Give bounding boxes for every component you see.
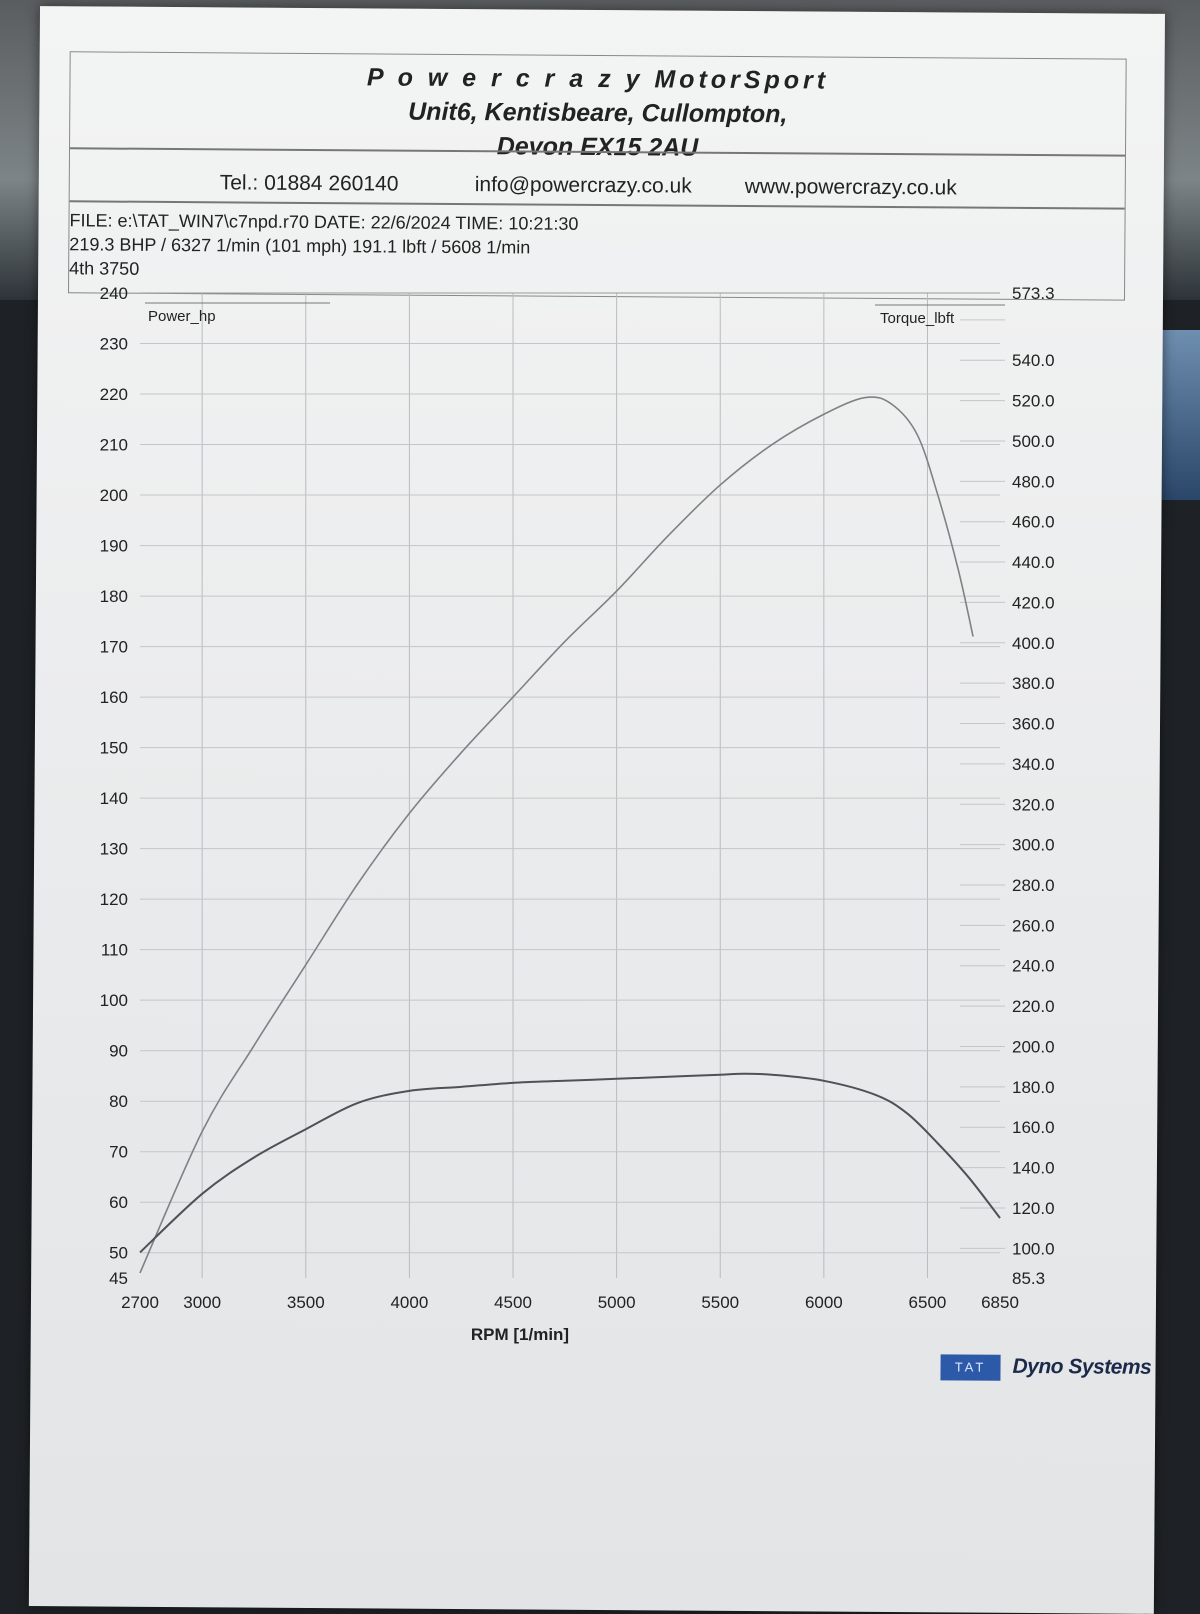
x-axis-label: RPM [1/min] — [471, 1325, 569, 1344]
y-left-tick-label: 90 — [109, 1042, 128, 1061]
y-right-tick-label: 220.0 — [1012, 997, 1055, 1016]
x-tick-label: 6000 — [805, 1293, 843, 1312]
y-left-tick-label: 240 — [100, 284, 128, 303]
y-left-tick-label: 230 — [100, 335, 128, 354]
y-left-tick-label: 80 — [109, 1092, 128, 1111]
y-right-tick-label: 340.0 — [1012, 755, 1055, 774]
legend-power: Power_hp — [148, 308, 216, 325]
x-tick-label: 3000 — [183, 1293, 221, 1312]
y-right-tick-label: 160.0 — [1012, 1118, 1055, 1137]
y-left-tick-label: 210 — [100, 436, 128, 455]
y-right-tick-label: 400.0 — [1012, 634, 1055, 653]
y-right-tick-label: 260.0 — [1012, 916, 1055, 935]
y-right-tick-label: 480.0 — [1012, 472, 1055, 491]
y-left-tick-label: 70 — [109, 1143, 128, 1162]
y-left-tick-label: 100 — [100, 991, 128, 1010]
x-tick-label: 4500 — [494, 1293, 532, 1312]
y-left-tick-label: 150 — [100, 739, 128, 758]
y-right-tick-label: 300.0 — [1012, 836, 1055, 855]
y-left-tick-label: 60 — [109, 1193, 128, 1212]
y-left-tick-label: 200 — [100, 486, 128, 505]
y-right-tick-label: 100.0 — [1012, 1239, 1055, 1258]
y-left-tick-label: 45 — [109, 1269, 128, 1288]
y-right-tick-label: 540.0 — [1012, 351, 1055, 370]
y-right-tick-label: 500.0 — [1012, 432, 1055, 451]
y-left-tick-label: 190 — [100, 537, 128, 556]
y-left-tick-label: 180 — [100, 587, 128, 606]
y-left-tick-label: 140 — [100, 789, 128, 808]
power-curve — [139, 396, 974, 1274]
x-tick-label: 6500 — [909, 1293, 947, 1312]
x-tick-label: 3500 — [287, 1293, 325, 1312]
y-left-tick-label: 50 — [109, 1244, 128, 1263]
y-right-tick-label: 360.0 — [1012, 715, 1055, 734]
dyno-chart: 2700 3000 3500 4000 4500 5000 5500 6000 6500 6850… — [100, 284, 1055, 1344]
x-tick-label: 4000 — [390, 1293, 428, 1312]
y-right-tick-label: 380.0 — [1012, 674, 1055, 693]
x-tick-label: 5500 — [701, 1293, 739, 1312]
y-right-tick-label: 85.3 — [1012, 1269, 1045, 1288]
y-right-tick-label: 520.0 — [1012, 392, 1055, 411]
y-right-tick-label: 280.0 — [1012, 876, 1055, 895]
y-right-tick-label: 180.0 — [1012, 1078, 1055, 1097]
y-right-tick-label: 573.3 — [1012, 284, 1055, 303]
y-left-tick-label: 120 — [100, 890, 128, 909]
y-right-tick-label: 440.0 — [1012, 553, 1055, 572]
y-left-tick-label: 170 — [100, 638, 128, 657]
y-left-tick-label: 130 — [100, 840, 128, 859]
y-right-tick-label: 200.0 — [1012, 1037, 1055, 1056]
y-right-tick-label: 420.0 — [1012, 593, 1055, 612]
y-right-tick-label: 120.0 — [1012, 1199, 1055, 1218]
y-left-tick-label: 110 — [101, 941, 128, 960]
y-right-tick-label: 320.0 — [1012, 795, 1055, 814]
x-tick-label: 2700 — [121, 1293, 159, 1312]
legend-torque: Torque_lbft — [880, 310, 955, 327]
torque-curve — [139, 1072, 1001, 1254]
y-right-tick-label: 240.0 — [1012, 957, 1055, 976]
y-left-tick-label: 220 — [100, 385, 128, 404]
y-right-tick-label: 140.0 — [1012, 1159, 1055, 1178]
y-left-tick-label: 160 — [100, 688, 128, 707]
y-right-tick-label: 460.0 — [1012, 513, 1055, 532]
x-tick-label: 5000 — [598, 1293, 636, 1312]
x-tick-label: 6850 — [981, 1293, 1019, 1312]
